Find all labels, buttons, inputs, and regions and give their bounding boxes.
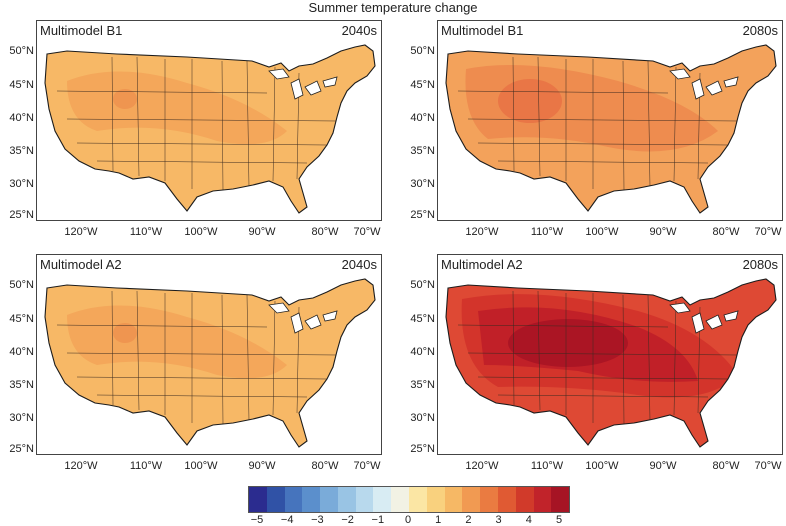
- longitude-label: 110°W: [129, 226, 163, 238]
- longitude-label: 100°W: [184, 460, 218, 472]
- latitude-label: 40°N: [9, 346, 34, 358]
- colorbar-tick-label: 0: [404, 514, 412, 526]
- colorbar-segment: [266, 487, 285, 512]
- longitude-label: 120°W: [64, 226, 98, 238]
- colorbar-segment: [302, 487, 321, 512]
- map-panel: Multimodel A2 2080s: [437, 254, 783, 455]
- colorbar-segment: [320, 487, 338, 512]
- panel-period-label: 2040s: [341, 257, 377, 272]
- longitude-label: 80°W: [712, 226, 740, 238]
- colorbar-tick-label: −3: [311, 514, 324, 526]
- longitude-label: 110°W: [530, 460, 564, 472]
- colorbar-tick-label: 2: [465, 514, 472, 526]
- panel-model-label: Multimodel B1: [40, 23, 123, 38]
- latitude-label: 30°N: [410, 178, 435, 190]
- longitude-label: 120°W: [465, 460, 499, 472]
- panel-model-label: Multimodel A2: [441, 257, 523, 272]
- colorbar-tick-label: −4: [280, 514, 294, 526]
- latitude-label: 50°N: [410, 279, 435, 291]
- latitude-label: 50°N: [410, 45, 435, 57]
- latitude-label: 50°N: [9, 45, 34, 57]
- colorbar-segment: [497, 487, 516, 512]
- panel-model-label: Multimodel B1: [441, 23, 524, 38]
- us-map: [37, 255, 381, 454]
- map-panel: Multimodel A2 2040s: [36, 254, 382, 455]
- longitude-label: 110°W: [530, 226, 564, 238]
- colorbar-tick-label: 3: [495, 514, 502, 526]
- longitude-label: 100°W: [585, 460, 619, 472]
- colorbar: [248, 486, 570, 513]
- latitude-label: 30°N: [9, 178, 34, 190]
- colorbar-segment: [391, 487, 410, 512]
- map-panel: Multimodel B1 2040s: [36, 20, 382, 221]
- colorbar-tick-label: 1: [435, 514, 442, 526]
- latitude-label: 35°N: [410, 379, 435, 391]
- longitude-label: 80°W: [712, 460, 740, 472]
- latitude-label: 40°N: [410, 112, 435, 124]
- latitude-label: 35°N: [9, 379, 34, 391]
- longitude-label: 90°W: [649, 460, 677, 472]
- longitude-label: 70°W: [754, 226, 782, 238]
- colorbar-segment: [355, 487, 374, 512]
- colorbar-tick-label: 5: [555, 514, 563, 526]
- panel-model-label: Multimodel A2: [40, 257, 122, 272]
- colorbar-segment: [249, 487, 267, 512]
- latitude-label: 50°N: [9, 279, 34, 291]
- longitude-label: 70°W: [353, 460, 381, 472]
- colorbar-segment: [480, 487, 498, 512]
- colorbar-tick-label: −2: [341, 514, 354, 526]
- colorbar-segment: [551, 487, 569, 512]
- latitude-label: 45°N: [410, 313, 435, 325]
- colorbar-tick-label: 4: [525, 514, 532, 526]
- colorbar-segment: [462, 487, 481, 512]
- us-map: [438, 21, 782, 220]
- longitude-label: 90°W: [248, 460, 276, 472]
- longitude-label: 100°W: [184, 226, 218, 238]
- panel-period-label: 2040s: [341, 23, 377, 38]
- latitude-label: 40°N: [9, 112, 34, 124]
- longitude-label: 70°W: [353, 226, 381, 238]
- longitude-label: 120°W: [465, 226, 499, 238]
- longitude-label: 80°W: [311, 460, 339, 472]
- longitude-label: 80°W: [311, 226, 339, 238]
- latitude-label: 30°N: [410, 412, 435, 424]
- colorbar-segment: [533, 487, 552, 512]
- colorbar-segment: [284, 487, 303, 512]
- latitude-label: 25°N: [9, 209, 34, 221]
- colorbar-segment: [337, 487, 356, 512]
- colorbar-tick-label: −1: [371, 514, 385, 526]
- latitude-label: 45°N: [9, 79, 34, 91]
- colorbar-segment: [515, 487, 534, 512]
- us-map: [438, 255, 782, 454]
- colorbar-segment: [444, 487, 463, 512]
- longitude-label: 70°W: [754, 460, 782, 472]
- longitude-label: 120°W: [64, 460, 98, 472]
- latitude-label: 35°N: [9, 145, 34, 157]
- colorbar-segment: [373, 487, 392, 512]
- longitude-label: 90°W: [248, 226, 276, 238]
- map-panel: Multimodel B1 2080s: [437, 20, 783, 221]
- latitude-label: 25°N: [410, 209, 435, 221]
- longitude-label: 110°W: [129, 460, 163, 472]
- latitude-label: 25°N: [410, 443, 435, 455]
- panel-period-label: 2080s: [742, 23, 778, 38]
- colorbar-segment: [426, 487, 445, 512]
- latitude-label: 40°N: [410, 346, 435, 358]
- us-map: [37, 21, 381, 220]
- colorbar-segment: [409, 487, 427, 512]
- figure-title: Summer temperature change: [308, 0, 478, 15]
- panel-period-label: 2080s: [742, 257, 778, 272]
- latitude-label: 25°N: [9, 443, 34, 455]
- longitude-label: 100°W: [585, 226, 619, 238]
- latitude-label: 45°N: [410, 79, 435, 91]
- latitude-label: 45°N: [9, 313, 34, 325]
- longitude-label: 90°W: [649, 226, 677, 238]
- colorbar-tick-label: −5: [250, 514, 264, 526]
- latitude-label: 30°N: [9, 412, 34, 424]
- latitude-label: 35°N: [410, 145, 435, 157]
